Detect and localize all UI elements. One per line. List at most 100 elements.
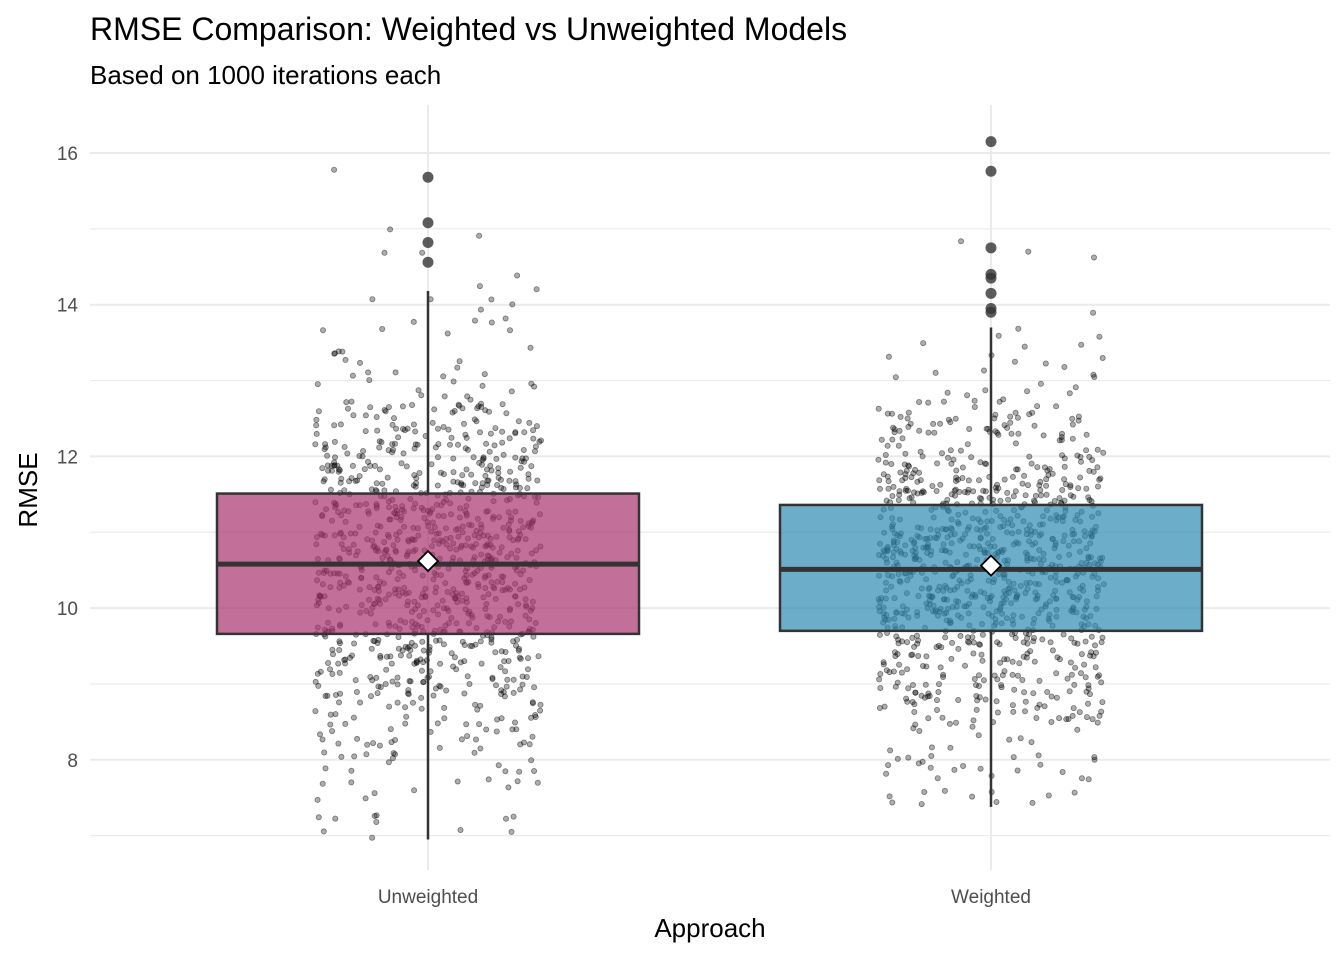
jitter-point <box>1036 701 1043 708</box>
jitter-point <box>498 687 505 694</box>
jitter-point <box>1096 333 1103 340</box>
jitter-point <box>951 766 958 773</box>
jitter-point <box>1069 415 1076 422</box>
jitter-point <box>922 681 929 688</box>
jitter-point <box>915 760 922 767</box>
jitter-point <box>420 679 427 686</box>
jitter-point <box>477 745 484 752</box>
jitter-point <box>536 438 543 445</box>
jitter-point <box>1067 659 1074 666</box>
jitter-point <box>917 448 924 455</box>
jitter-point <box>911 709 918 716</box>
jitter-point <box>364 458 371 465</box>
jitter-point <box>444 330 451 337</box>
jitter-point <box>958 238 965 245</box>
jitter-point <box>334 462 341 469</box>
jitter-point <box>392 737 399 744</box>
jitter-point <box>1058 436 1065 443</box>
jitter-point <box>482 472 489 479</box>
jitter-point <box>471 749 478 756</box>
jitter-point <box>1004 424 1011 431</box>
jitter-point <box>406 678 413 685</box>
jitter-point <box>1072 664 1079 671</box>
jitter-point <box>905 409 912 416</box>
jitter-point <box>477 638 484 645</box>
jitter-point <box>1078 651 1085 658</box>
jitter-point <box>1036 482 1043 489</box>
jitter-point <box>434 425 441 432</box>
jitter-point <box>337 690 344 697</box>
jitter-point <box>898 669 905 676</box>
jitter-point <box>1062 481 1069 488</box>
jitter-point <box>479 480 486 487</box>
jitter-point <box>1098 679 1105 686</box>
jitter-point <box>351 640 358 647</box>
jitter-point <box>479 382 486 389</box>
jitter-point <box>510 813 517 820</box>
jitter-point <box>897 413 904 420</box>
jitter-point <box>1091 756 1098 763</box>
jitter-point <box>1008 430 1015 437</box>
jitter-point <box>1088 633 1095 640</box>
jitter-point <box>529 699 536 706</box>
jitter-point <box>955 645 962 652</box>
jitter-point <box>942 634 949 641</box>
jitter-point <box>314 796 321 803</box>
jitter-point <box>335 466 342 473</box>
jitter-point <box>1069 435 1076 442</box>
jitter-point <box>516 645 523 652</box>
jitter-point <box>1009 658 1016 665</box>
mean-marker <box>416 549 440 573</box>
jitter-point <box>319 780 326 787</box>
jitter-point <box>953 719 960 726</box>
jitter-point <box>530 427 537 434</box>
jitter-point <box>526 741 533 748</box>
jitter-point <box>319 465 326 472</box>
jitter-point <box>899 435 906 442</box>
jitter-point <box>1015 430 1022 437</box>
jitter-point <box>478 660 485 667</box>
jitter-point <box>1040 432 1047 439</box>
jitter-point <box>883 770 890 777</box>
jitter-point <box>472 736 479 743</box>
jitter-point <box>382 681 389 688</box>
jitter-point <box>944 496 951 503</box>
outlier-point <box>985 272 997 284</box>
jitter-point <box>1030 690 1037 697</box>
jitter-point <box>488 639 495 646</box>
jitter-point <box>344 450 351 457</box>
jitter-point <box>993 799 1000 806</box>
jitter-point <box>394 674 401 681</box>
jitter-point <box>454 778 461 785</box>
jitter-point <box>1043 476 1050 483</box>
jitter-point <box>361 466 368 473</box>
jitter-point <box>1059 430 1066 437</box>
jitter-point <box>949 639 956 646</box>
jitter-point <box>953 467 960 474</box>
jitter-point <box>362 795 369 802</box>
jitter-point <box>992 428 999 435</box>
jitter-point <box>1012 635 1019 642</box>
jitter-point <box>889 799 896 806</box>
jitter-point <box>477 702 484 709</box>
jitter-point <box>1028 460 1035 467</box>
jitter-point <box>1069 421 1076 428</box>
jitter-point <box>479 456 486 463</box>
jitter-point <box>506 327 513 334</box>
jitter-point <box>971 397 978 404</box>
jitter-point <box>313 430 320 437</box>
jitter-point <box>441 704 448 711</box>
jitter-point <box>532 714 539 721</box>
jitter-point <box>877 671 884 678</box>
jitter-point <box>946 720 953 727</box>
jitter-point <box>1007 413 1014 420</box>
jitter-point <box>960 763 967 770</box>
jitter-point <box>1037 761 1044 768</box>
jitter-point <box>895 497 902 504</box>
jitter-point <box>992 484 999 491</box>
jitter-point <box>965 638 972 645</box>
jitter-point <box>488 467 495 474</box>
jitter-point <box>1036 677 1043 684</box>
jitter-point <box>390 446 397 453</box>
jitter-point <box>997 497 1004 504</box>
